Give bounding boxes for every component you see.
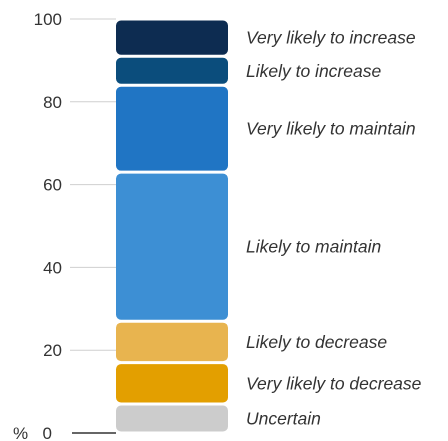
- bar-segments: [116, 20, 228, 432]
- segment-labels: Uncertain Very likely to decrease Likely t…: [246, 28, 422, 429]
- y-tick-label-1: 20: [43, 341, 62, 360]
- y-tick-label-2: 40: [43, 258, 62, 277]
- bar-segment-1: [116, 364, 228, 403]
- segment-label-1: Very likely to decrease: [246, 373, 422, 393]
- y-axis-unit-label: %: [13, 424, 28, 441]
- y-tick-label-5: 100: [34, 10, 62, 29]
- segment-label-6: Very likely to increase: [246, 28, 416, 48]
- segment-label-4: Very likely to maintain: [246, 119, 416, 139]
- bar-segment-3: [116, 173, 228, 320]
- y-tick-label-0: 0: [43, 424, 52, 441]
- segment-label-2: Likely to decrease: [246, 332, 387, 352]
- segment-label-3: Likely to maintain: [246, 237, 381, 257]
- bar-segment-4: [116, 86, 228, 171]
- bar-segment-0: [116, 405, 228, 432]
- y-tick-label-3: 60: [43, 176, 62, 195]
- segment-label-0: Uncertain: [246, 409, 321, 429]
- bar-segment-2: [116, 322, 228, 362]
- segment-label-5: Likely to increase: [246, 61, 381, 81]
- y-axis: 0 20 40 60 80 100%: [13, 10, 116, 441]
- y-tick-label-4: 80: [43, 93, 62, 112]
- bar-segment-5: [116, 57, 228, 84]
- bar-segment-6: [116, 20, 228, 55]
